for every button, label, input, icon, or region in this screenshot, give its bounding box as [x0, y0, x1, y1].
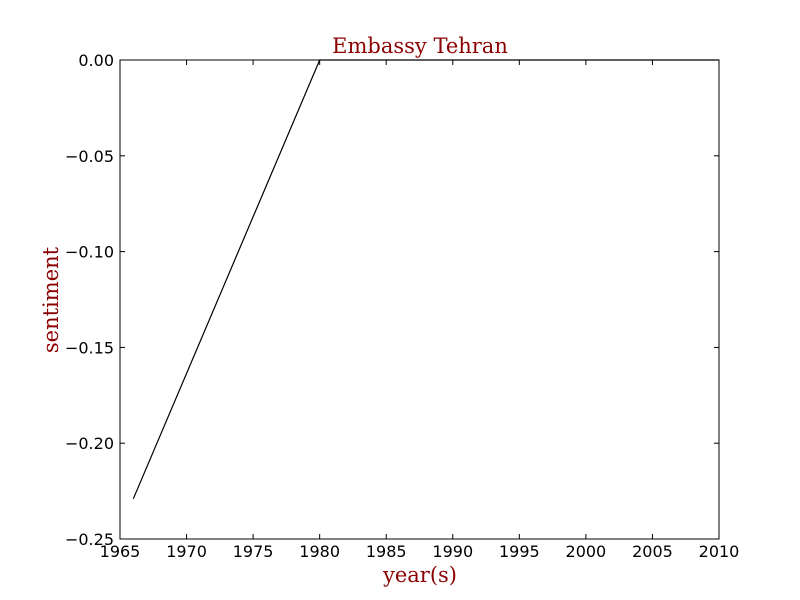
x-tick-label: 2005 [632, 542, 673, 561]
y-tick-label: 0.00 [78, 51, 114, 70]
x-tick-label: 1980 [299, 542, 340, 561]
tick-marks [119, 59, 720, 540]
x-tick-labels: 1965 1970 1975 1980 1985 1990 1995 2000 2005 2010 [100, 542, 740, 561]
x-tick-label: 1985 [366, 542, 407, 561]
y-tick-label: −0.15 [65, 338, 114, 357]
y-tick-labels: 0.00 −0.05 −0.10 −0.15 −0.20 −0.25 [65, 51, 114, 549]
x-tick-label: 1975 [233, 542, 274, 561]
chart-title: Embassy Tehran [332, 34, 508, 58]
y-axis-label: sentiment [39, 246, 63, 353]
x-tick-label: 1990 [432, 542, 473, 561]
plot-frame [119, 59, 720, 540]
y-tick-label: −0.25 [65, 530, 114, 549]
x-tick-label: 2000 [566, 542, 607, 561]
y-tick-label: −0.05 [65, 147, 114, 166]
x-tick-label: 1995 [499, 542, 540, 561]
y-tick-label: −0.10 [65, 243, 114, 262]
y-tick-label: −0.20 [65, 434, 114, 453]
plot-background [120, 60, 719, 539]
x-tick-label: 1970 [166, 542, 207, 561]
x-axis-label: year(s) [382, 563, 457, 587]
x-tick-label: 1965 [100, 542, 141, 561]
x-tick-label: 2010 [699, 542, 740, 561]
